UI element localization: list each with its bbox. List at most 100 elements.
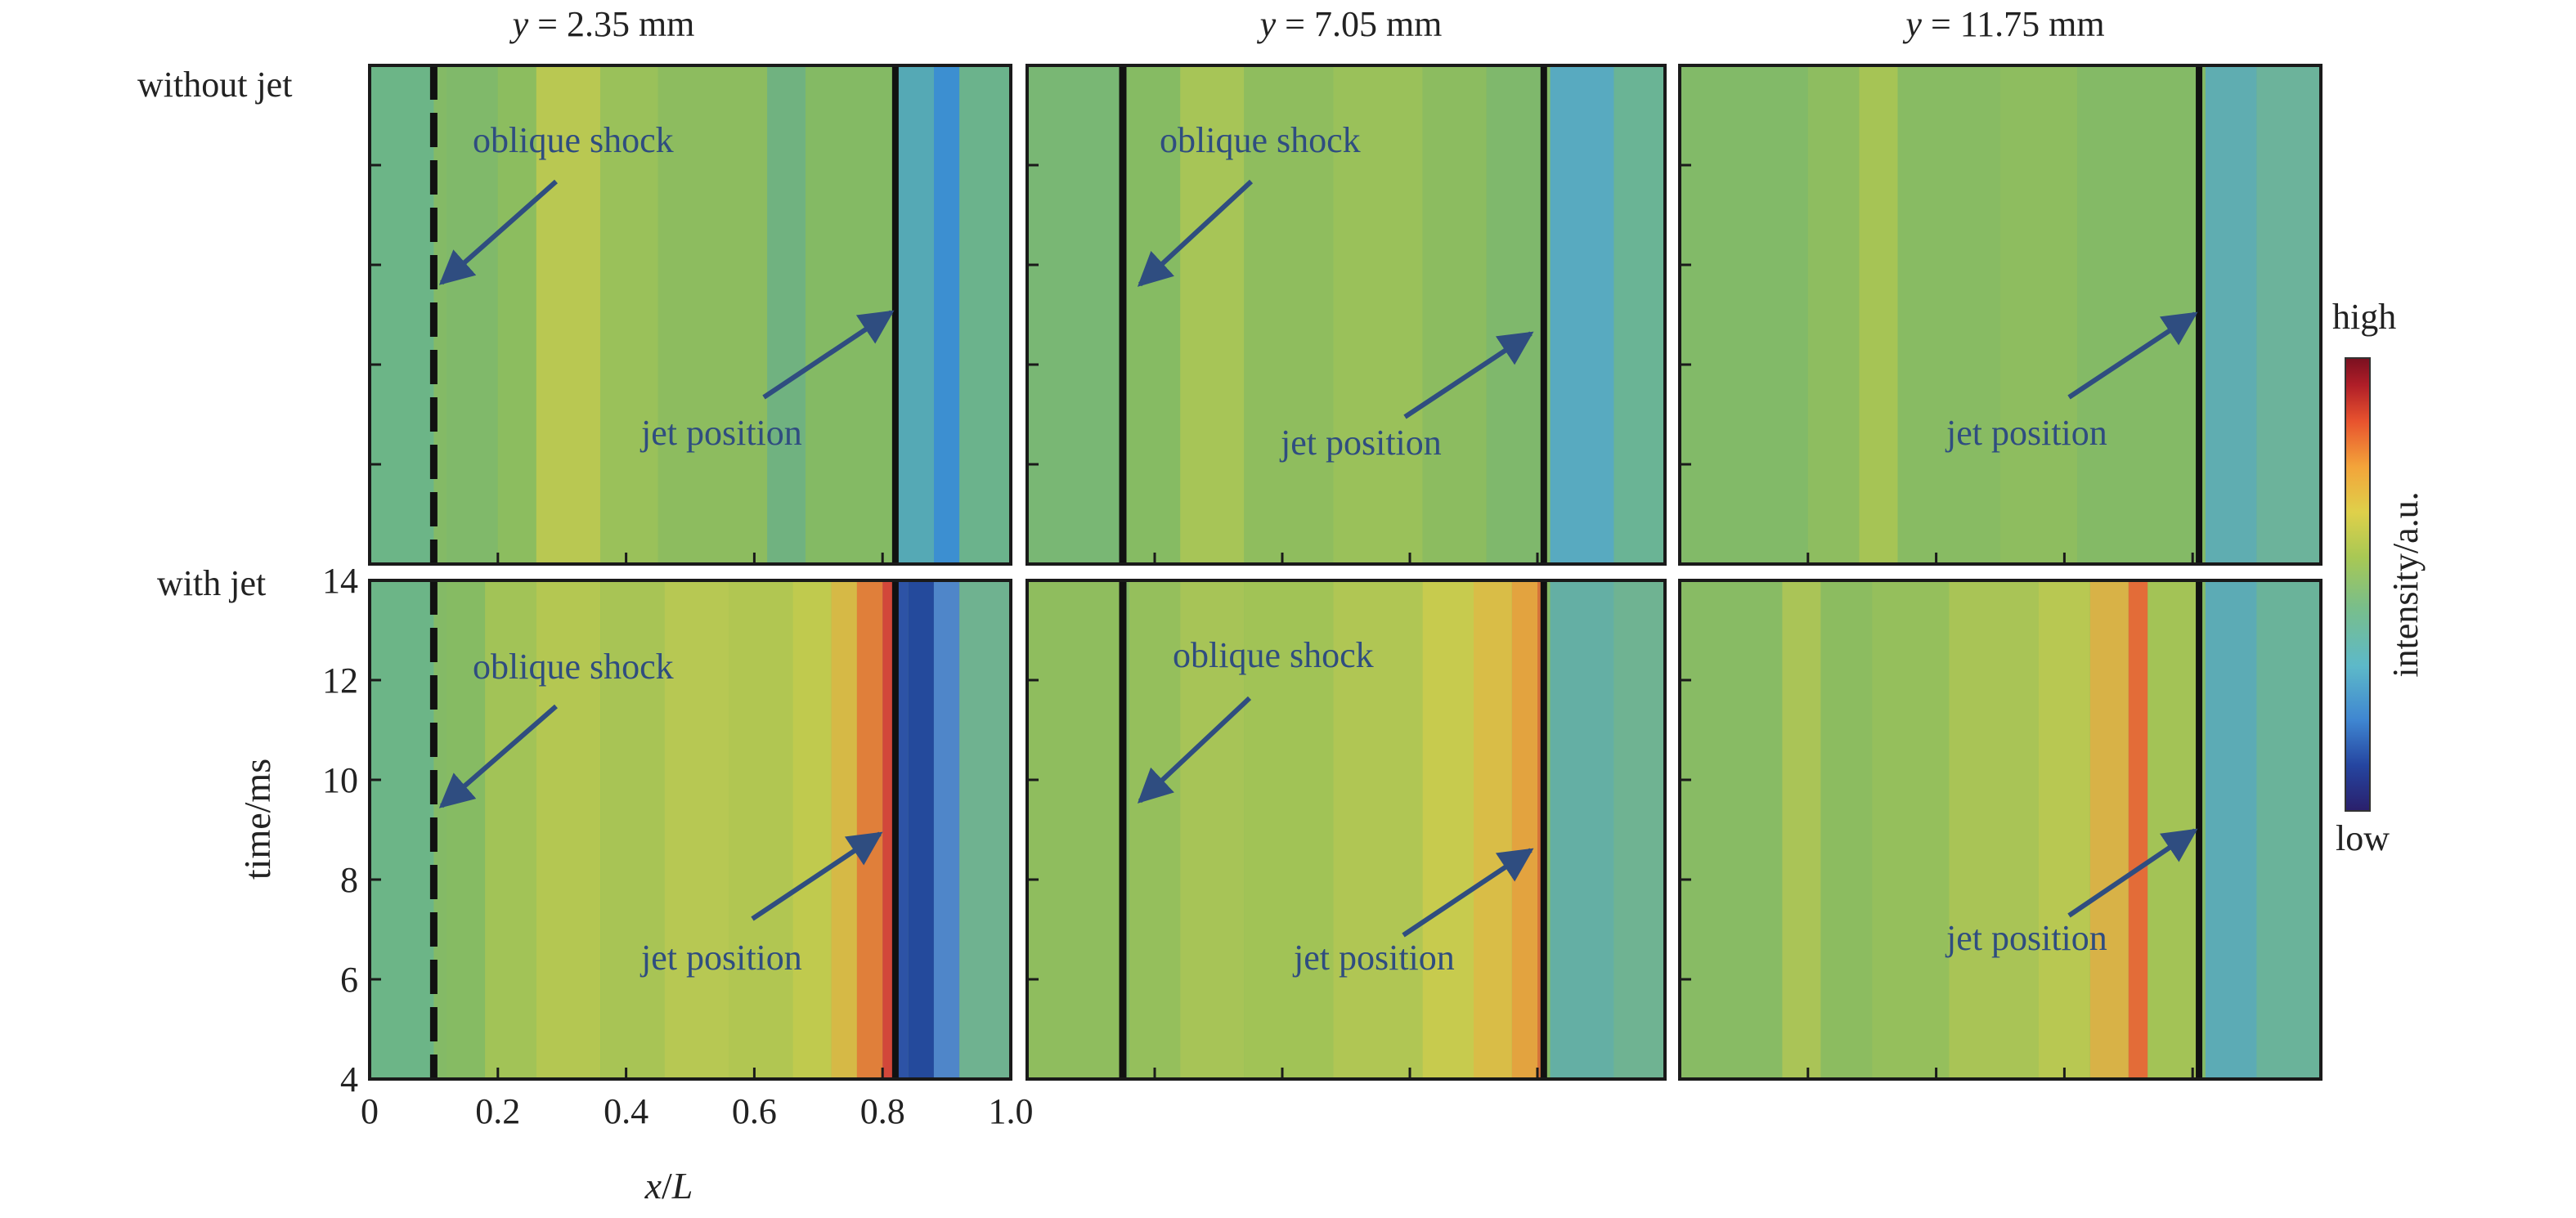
arrow-oblique-shock-1 — [438, 179, 558, 285]
y-axis-label: time/ms — [236, 759, 278, 880]
panel-with-jet-y-2-35 — [368, 579, 1012, 1081]
intensity-band — [792, 580, 832, 1079]
label-oblique-shock-2: oblique shock — [1160, 120, 1361, 160]
intensity-band — [2077, 65, 2200, 564]
intensity-band — [2256, 65, 2321, 564]
intensity-band — [2256, 580, 2321, 1079]
intensity-band — [806, 65, 895, 564]
panel-without-jet-y-7-05 — [1025, 64, 1667, 566]
panel-frame — [1678, 64, 2322, 566]
panel-frame — [368, 579, 1012, 1081]
row-label-with-jet: with jet — [157, 563, 266, 603]
intensity-band — [729, 580, 793, 1079]
intensity-band — [1180, 65, 1245, 564]
intensity-band — [1474, 580, 1512, 1079]
intensity-band — [933, 65, 960, 564]
intensity-band — [447, 580, 486, 1079]
intensity-band — [1129, 580, 1181, 1079]
intensity-band — [1244, 65, 1334, 564]
intensity-band — [1027, 580, 1123, 1079]
intensity-band — [2205, 580, 2257, 1079]
y-tick-label: 8 — [340, 860, 358, 900]
label-jet-position-5: jet position — [1292, 938, 1455, 978]
intensity-band — [1486, 65, 1544, 564]
intensity-band — [600, 580, 665, 1079]
x-axis-ticks: 0 0.2 0.4 0.6 0.8 1.0 — [361, 1091, 1034, 1131]
panel-with-jet-y-7-05 — [1025, 579, 1667, 1081]
intensity-band — [1807, 65, 1860, 564]
intensity-band — [485, 580, 536, 1079]
intensity-band — [1897, 65, 2000, 564]
intensity-band — [1680, 65, 1808, 564]
arrow-oblique-shock-4 — [438, 704, 558, 808]
intensity-band — [1859, 65, 1898, 564]
intensity-band — [536, 580, 601, 1079]
label-jet-position-3: jet position — [1945, 413, 2107, 453]
label-jet-position-6: jet position — [1945, 918, 2107, 958]
intensity-band — [1613, 65, 1665, 564]
intensity-band — [856, 580, 883, 1079]
arrow-jet-position-1 — [762, 310, 895, 400]
colorbar-low-label: low — [2336, 818, 2390, 858]
intensity-band — [657, 65, 768, 564]
column-title-2: y = 7.05 mm — [1257, 4, 1443, 44]
intensity-band — [1613, 580, 1665, 1079]
arrow-jet-position-5 — [1402, 848, 1534, 938]
column-title-1: y = 2.35 mm — [509, 4, 695, 44]
intensity-band — [933, 580, 960, 1079]
intensity-band — [1550, 65, 1614, 564]
panel-frame — [1025, 64, 1667, 566]
annotations: oblique shock jet position oblique shock… — [438, 120, 2198, 978]
x-axis-label: x/L — [644, 1165, 693, 1207]
intensity-band — [1680, 580, 1783, 1079]
intensity-band — [1422, 580, 1474, 1079]
intensity-band — [1511, 580, 1537, 1079]
x-tick-label: 0.8 — [860, 1091, 905, 1131]
x-tick-label: 0.4 — [604, 1091, 648, 1131]
intensity-band — [1422, 65, 1487, 564]
label-oblique-shock-4: oblique shock — [473, 647, 674, 687]
arrow-oblique-shock-5 — [1137, 696, 1252, 804]
panel-with-jet-y-11-75 — [1678, 579, 2322, 1081]
intensity-band — [1949, 580, 2040, 1079]
y-tick-label: 10 — [322, 760, 358, 800]
intensity-band — [959, 65, 1011, 564]
intensity-band — [600, 65, 658, 564]
intensity-band — [1550, 580, 1614, 1079]
y-tick-label: 6 — [340, 960, 358, 1000]
colorbar-high-label: high — [2332, 297, 2396, 337]
intensity-band — [895, 65, 934, 564]
intensity-band — [536, 65, 601, 564]
label-oblique-shock-5: oblique shock — [1173, 635, 1374, 675]
intensity-band — [1027, 65, 1123, 564]
intensity-band — [447, 65, 498, 564]
intensity-band — [370, 580, 434, 1079]
intensity-band — [1129, 65, 1181, 564]
intensity-band — [497, 65, 536, 564]
panel-frame — [1025, 579, 1667, 1081]
label-jet-position-2: jet position — [1279, 423, 1442, 463]
x-tick-label: 1.0 — [989, 1091, 1034, 1131]
x-tick-label: 0.2 — [475, 1091, 520, 1131]
label-oblique-shock-1: oblique shock — [473, 120, 674, 160]
x-tick-label: 0.6 — [732, 1091, 777, 1131]
intensity-band — [831, 580, 857, 1079]
colorbar-label: intensity/a.u. — [2385, 491, 2426, 677]
arrow-jet-position-4 — [751, 831, 883, 921]
intensity-band — [2000, 65, 2078, 564]
intensity-band — [908, 580, 934, 1079]
column-title-3: y = 11.75 mm — [1902, 4, 2104, 44]
panel-without-jet-y-11-75 — [1678, 64, 2322, 566]
intensity-band — [664, 580, 729, 1079]
intensity-band — [2039, 580, 2090, 1079]
arrow-jet-position-2 — [1403, 331, 1534, 419]
label-jet-position-1: jet position — [640, 413, 802, 453]
intensity-band — [767, 65, 806, 564]
arrow-jet-position-3 — [2067, 311, 2198, 400]
intensity-band — [1333, 65, 1423, 564]
colorbar — [2345, 357, 2371, 812]
panel-without-jet-y-2-35 — [368, 64, 1012, 566]
intensity-band — [2128, 580, 2148, 1079]
y-tick-label: 14 — [322, 561, 358, 601]
